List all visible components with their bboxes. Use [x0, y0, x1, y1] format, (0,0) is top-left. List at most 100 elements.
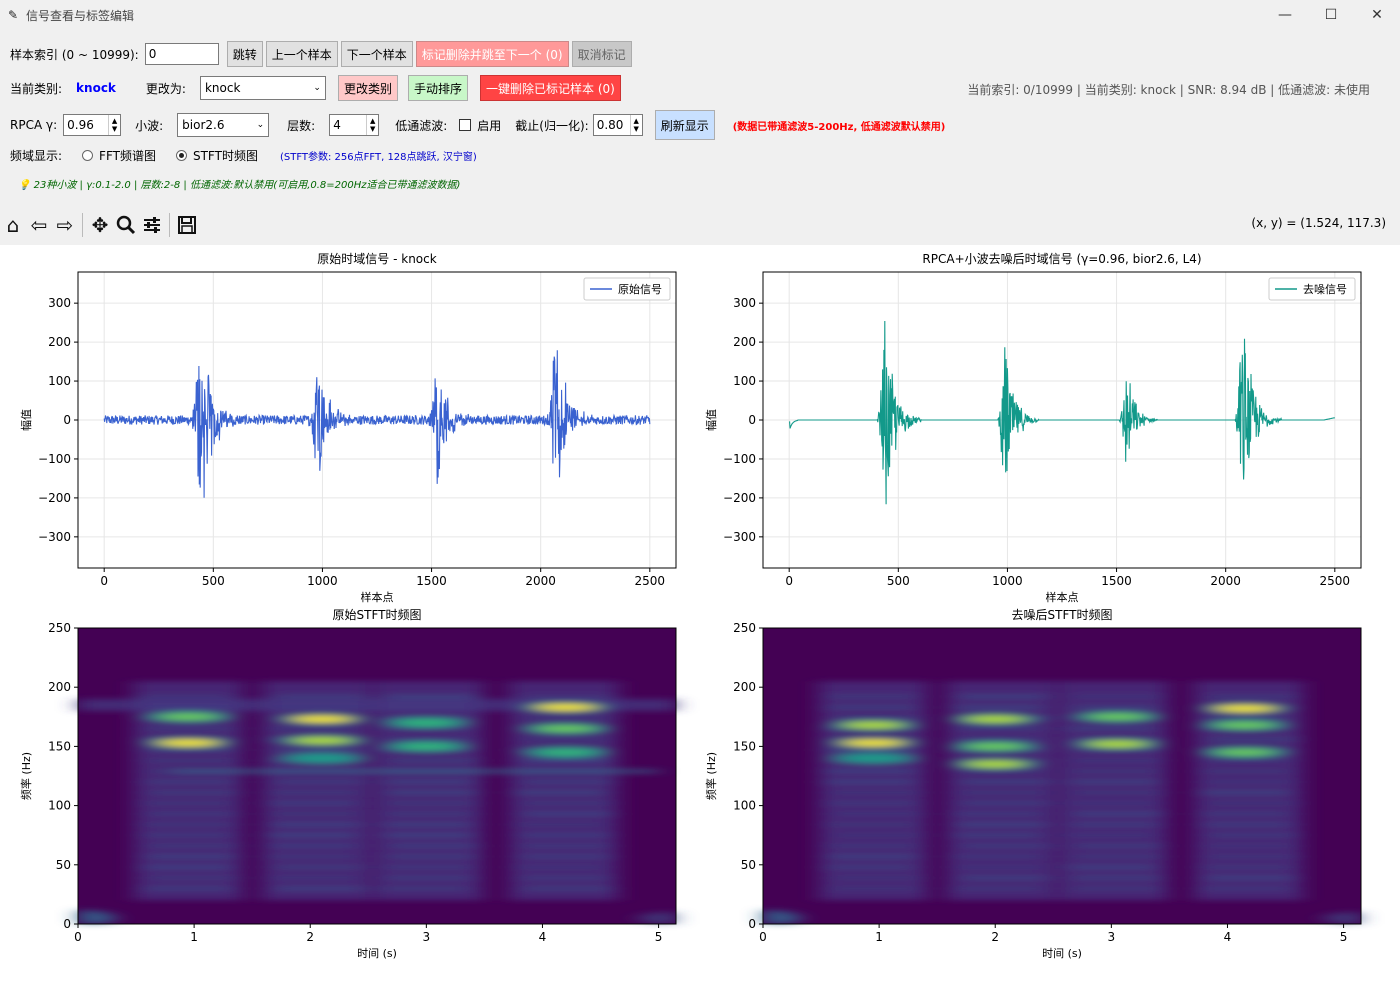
x-tick-label: 5 — [655, 930, 663, 944]
cutoff-value: 0.80 — [596, 118, 624, 132]
heatmap-blur-layer — [763, 681, 1361, 924]
maximize-button[interactable]: ☐ — [1324, 7, 1338, 23]
x-tick-label: 2 — [991, 930, 999, 944]
fft-radio[interactable] — [82, 150, 94, 161]
refresh-button[interactable]: 刷新显示 — [654, 110, 715, 140]
cutoff-spinbox[interactable]: 0.80 ▲ ▼ — [592, 114, 643, 136]
y-tick-label: −300 — [38, 530, 71, 544]
back-arrow-icon[interactable]: ⇦ — [30, 213, 48, 237]
jump-button[interactable]: 跳转 — [226, 41, 263, 67]
cursor-coordinates: (x, y) = (1.524, 117.3) — [1251, 216, 1386, 230]
cancel-mark-button[interactable]: 取消标记 — [571, 41, 632, 67]
configure-subplots-icon[interactable] — [139, 211, 165, 239]
close-button[interactable]: ✕ — [1371, 7, 1383, 23]
level-spinbox[interactable]: 4 ▲ ▼ — [329, 114, 380, 136]
stft-band — [1064, 833, 1155, 838]
x-tick-label: 1000 — [992, 574, 1023, 588]
stft-band — [832, 811, 923, 816]
x-tick-label: 2 — [306, 930, 314, 944]
heatmap-blur-layer — [78, 681, 676, 924]
fft-label: FFT频谱图 — [99, 149, 156, 163]
y-tick-label: 100 — [48, 374, 71, 388]
mark-delete-button[interactable]: 标记删除并跳至下一个 (0) — [415, 41, 569, 67]
y-tick-label: 200 — [48, 680, 71, 694]
next-sample-button[interactable]: 下一个样本 — [340, 41, 413, 67]
stft-radio[interactable] — [175, 150, 187, 161]
y-tick-label: −200 — [38, 491, 71, 505]
stft-band — [952, 811, 1043, 816]
y-axis-label: 频率 (Hz) — [19, 752, 33, 800]
stft-band — [1069, 822, 1160, 827]
change-class-button[interactable]: 更改类别 — [337, 75, 398, 101]
pan-icon[interactable]: ✥ — [91, 213, 109, 237]
stft-band — [521, 779, 612, 784]
stft-hotspot — [1214, 705, 1275, 713]
stft-band — [386, 790, 477, 795]
spin-arrows-icon[interactable]: ▲ ▼ — [108, 115, 120, 135]
x-axis-label: 时间 (s) — [1042, 947, 1082, 960]
wavelet-select[interactable]: bior2.6 ⌄ — [177, 113, 270, 137]
stft-band — [1068, 779, 1159, 784]
stft-band — [520, 758, 611, 763]
save-icon[interactable] — [174, 211, 200, 239]
stft-band — [823, 769, 914, 774]
spin-arrows-icon[interactable]: ▲ ▼ — [366, 115, 378, 135]
stft-band — [1071, 758, 1162, 763]
stft-band — [1072, 811, 1163, 816]
y-tick-label: 200 — [733, 335, 756, 349]
x-tick-label: 1500 — [416, 574, 447, 588]
figure-canvas[interactable]: 原始信号 0 500 1000 1500 2000 2500 300 200 100 0 −100 −2… — [0, 245, 1400, 980]
lowpass-checkbox[interactable] — [459, 119, 472, 131]
delete-marked-button[interactable]: 一键删除已标记样本 (0) — [480, 75, 621, 101]
x-tick-label: 0 — [100, 574, 108, 588]
stft-band — [1065, 865, 1156, 870]
wavelet-label: 小波: — [135, 118, 164, 133]
index-input[interactable]: 0 — [144, 43, 219, 65]
stft-band — [146, 811, 237, 816]
stft-band — [953, 886, 1044, 891]
y-tick-label: 50 — [741, 858, 756, 872]
change-to-label: 更改为: — [145, 81, 186, 96]
stft-band — [1207, 737, 1298, 742]
x-axis-label: 样本点 — [1046, 590, 1079, 604]
rpca-spinbox[interactable]: 0.96 ▲ ▼ — [63, 114, 122, 136]
rpca-label: RPCA γ: — [10, 118, 58, 132]
y-tick-label: 300 — [733, 296, 756, 310]
stft-hotspot — [965, 715, 1026, 723]
y-tick-label: −100 — [723, 452, 756, 466]
forward-arrow-icon[interactable]: ⇨ — [56, 213, 74, 237]
stft-band — [954, 865, 1045, 870]
minimize-button[interactable]: — — [1278, 7, 1292, 23]
x-axis-label: 时间 (s) — [357, 947, 397, 960]
stft-band — [139, 694, 230, 699]
y-axis-label: 幅值 — [20, 409, 33, 431]
status-text: 当前索引: 0/10999 | 当前类别: knock | SNR: 8.94 … — [967, 83, 1370, 97]
stft-band — [1207, 694, 1298, 699]
stft-band — [1201, 769, 1292, 774]
stft-band — [148, 875, 239, 880]
stft-band — [960, 779, 1051, 784]
stft-band — [956, 822, 1047, 827]
stft-band — [520, 737, 611, 742]
prev-sample-button[interactable]: 上一个样本 — [265, 41, 338, 67]
stft-band — [832, 833, 923, 838]
stft-band — [1206, 854, 1297, 859]
stft-band — [145, 854, 236, 859]
chevron-down-icon: ⌄ — [256, 120, 265, 130]
stft-band — [1071, 886, 1162, 891]
stft-band — [1206, 801, 1297, 806]
stft-band — [145, 758, 236, 763]
stft-band — [382, 875, 473, 880]
stft-band — [147, 843, 238, 848]
stft-band — [387, 758, 478, 763]
stft-band — [823, 779, 914, 784]
stft-band — [378, 886, 469, 891]
zoom-icon[interactable] — [113, 211, 139, 239]
spin-arrows-icon[interactable]: ▲ ▼ — [629, 115, 642, 135]
y-tick-label: 100 — [48, 799, 71, 813]
stft-band — [1072, 790, 1163, 795]
manual-sort-button[interactable]: 手动排序 — [407, 75, 468, 101]
class-select[interactable]: knock ⌄ — [199, 76, 326, 100]
home-icon[interactable]: ⌂ — [6, 213, 20, 237]
